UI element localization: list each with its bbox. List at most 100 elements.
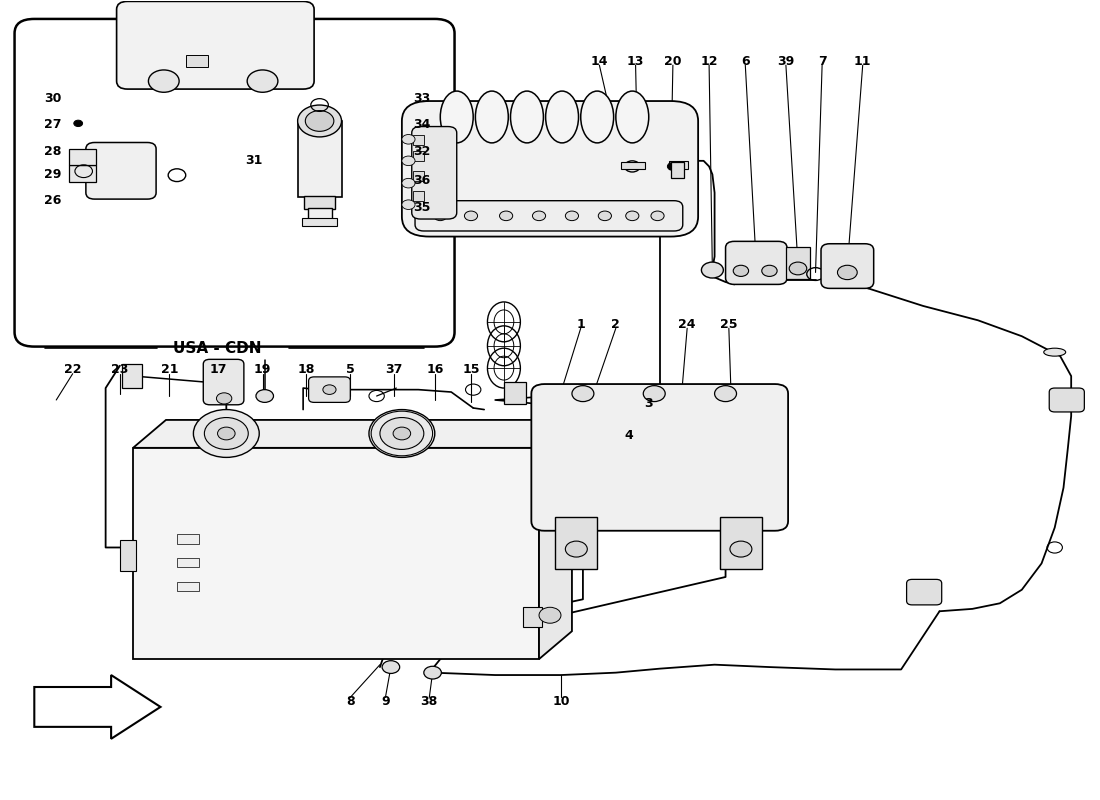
Circle shape	[789, 262, 806, 275]
Ellipse shape	[1044, 348, 1066, 356]
Text: 25: 25	[720, 318, 738, 330]
Bar	[302, 218, 337, 226]
Text: 19: 19	[254, 363, 272, 376]
Circle shape	[644, 386, 666, 402]
Text: 8: 8	[346, 695, 354, 708]
FancyBboxPatch shape	[309, 377, 350, 402]
Circle shape	[651, 211, 664, 221]
Bar	[308, 208, 332, 221]
Text: 26: 26	[44, 194, 62, 207]
Ellipse shape	[510, 91, 543, 143]
Circle shape	[298, 105, 341, 137]
Text: USA - CDN: USA - CDN	[174, 341, 262, 356]
Text: 2: 2	[612, 318, 620, 330]
FancyBboxPatch shape	[415, 201, 683, 231]
Circle shape	[762, 266, 777, 277]
Text: 36: 36	[412, 174, 430, 187]
Text: 33: 33	[412, 92, 430, 105]
Ellipse shape	[475, 91, 508, 143]
Text: 13: 13	[627, 54, 645, 68]
Polygon shape	[34, 675, 161, 739]
Text: 7: 7	[817, 54, 826, 68]
Bar	[177, 582, 199, 591]
Text: 37: 37	[385, 363, 403, 376]
Bar	[69, 149, 96, 165]
Circle shape	[323, 385, 336, 394]
Bar	[298, 121, 341, 197]
Circle shape	[218, 427, 235, 440]
Polygon shape	[133, 448, 539, 659]
Bar	[522, 607, 542, 627]
Bar	[412, 171, 424, 181]
Text: 32: 32	[412, 145, 430, 158]
Text: 30: 30	[44, 92, 62, 105]
Text: 24: 24	[679, 318, 696, 330]
Circle shape	[217, 393, 232, 404]
Circle shape	[248, 70, 278, 92]
Circle shape	[205, 418, 249, 450]
FancyBboxPatch shape	[821, 244, 873, 288]
FancyBboxPatch shape	[402, 101, 698, 237]
FancyBboxPatch shape	[204, 359, 244, 405]
Text: 12: 12	[701, 54, 718, 68]
FancyBboxPatch shape	[86, 142, 156, 199]
Text: 21: 21	[161, 363, 178, 376]
Bar	[186, 55, 208, 66]
Circle shape	[368, 410, 434, 458]
Bar	[720, 517, 762, 569]
FancyBboxPatch shape	[726, 242, 786, 285]
FancyBboxPatch shape	[14, 19, 454, 346]
Circle shape	[572, 386, 594, 402]
Bar	[504, 382, 526, 404]
Text: 27: 27	[44, 118, 62, 131]
Circle shape	[702, 262, 724, 278]
FancyBboxPatch shape	[117, 2, 315, 89]
Bar	[669, 161, 689, 169]
Circle shape	[433, 211, 447, 221]
Circle shape	[598, 211, 612, 221]
Bar	[412, 191, 424, 201]
Text: eurospares: eurospares	[155, 434, 330, 462]
Polygon shape	[539, 420, 572, 659]
Circle shape	[379, 418, 424, 450]
Circle shape	[306, 110, 333, 131]
Text: 1: 1	[576, 318, 585, 330]
FancyBboxPatch shape	[411, 126, 456, 219]
Circle shape	[74, 120, 82, 126]
Text: 4: 4	[625, 430, 634, 442]
Circle shape	[148, 70, 179, 92]
FancyBboxPatch shape	[1049, 388, 1085, 412]
Text: 6: 6	[741, 54, 749, 68]
Text: 38: 38	[420, 695, 438, 708]
Circle shape	[715, 386, 737, 402]
Circle shape	[532, 211, 546, 221]
Circle shape	[499, 211, 513, 221]
Circle shape	[402, 134, 415, 144]
Text: 17: 17	[210, 363, 228, 376]
Text: 16: 16	[426, 363, 443, 376]
Bar	[412, 151, 424, 161]
Text: 31: 31	[245, 154, 262, 167]
FancyBboxPatch shape	[531, 384, 788, 530]
Circle shape	[256, 390, 274, 402]
Circle shape	[194, 410, 260, 458]
Text: 9: 9	[381, 695, 389, 708]
Circle shape	[837, 266, 857, 280]
Bar	[412, 135, 424, 145]
Text: 29: 29	[44, 168, 62, 181]
Ellipse shape	[546, 91, 579, 143]
Circle shape	[464, 211, 477, 221]
Bar	[69, 165, 96, 182]
Circle shape	[668, 162, 679, 170]
Text: 3: 3	[645, 398, 653, 410]
Bar	[122, 364, 142, 388]
Circle shape	[565, 211, 579, 221]
Text: 11: 11	[854, 54, 871, 68]
Bar	[305, 196, 334, 209]
Circle shape	[402, 156, 415, 166]
Text: 28: 28	[44, 145, 62, 158]
Text: 22: 22	[64, 363, 81, 376]
Circle shape	[734, 266, 749, 277]
Bar	[177, 558, 199, 567]
Circle shape	[565, 541, 587, 557]
